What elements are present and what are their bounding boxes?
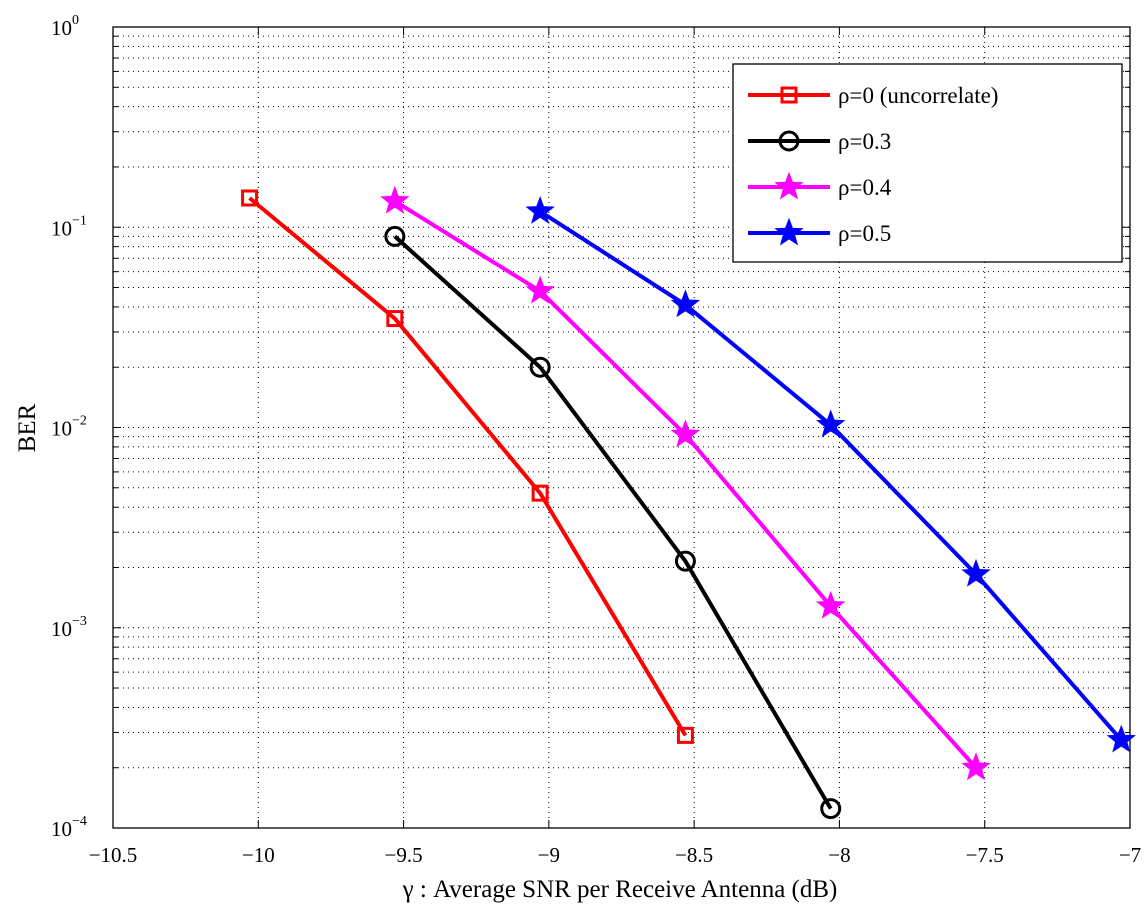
- legend-label: ρ=0.3: [838, 129, 891, 154]
- tick-labels: −10.5 −10 −9.5 −9 −8.5 −8 −7.5 −7 100 10−1 10−2 10−…: [51, 13, 1141, 867]
- legend: ρ=0 (uncorrelate) ρ=0.3 ρ=0.4 ρ=0.5: [732, 63, 1123, 263]
- y-tick-label: 100: [51, 13, 79, 40]
- x-tick-label: −8: [828, 843, 850, 867]
- series-3: [380, 185, 991, 781]
- series-1: [241, 189, 694, 744]
- data-point-marker: [241, 189, 259, 207]
- data-point-marker: [1106, 724, 1136, 753]
- legend-marker: [780, 86, 798, 104]
- legend-label: ρ=0.5: [838, 221, 891, 246]
- series-group: [241, 185, 1136, 820]
- legend-item: ρ=0 (uncorrelate): [748, 83, 998, 108]
- x-tick-label: −9: [538, 843, 560, 867]
- legend-marker: [774, 217, 804, 246]
- legend-label: ρ=0 (uncorrelate): [838, 83, 998, 108]
- data-point-marker: [380, 185, 410, 214]
- x-tick-label: −9.5: [385, 843, 423, 867]
- x-tick-label: −8.5: [675, 843, 713, 867]
- data-point-marker: [816, 409, 846, 438]
- data-point-marker: [674, 550, 696, 572]
- data-point-marker: [384, 225, 406, 247]
- y-tick-label: 10−1: [51, 213, 87, 240]
- data-point-marker: [531, 484, 549, 502]
- axes-frame: [112, 26, 1131, 829]
- data-point-marker: [816, 590, 846, 619]
- legend-label: ρ=0.4: [838, 175, 892, 200]
- y-axis-label: BER: [14, 403, 41, 452]
- legend-marker: [778, 130, 800, 152]
- legend-item: ρ=0.5: [748, 217, 891, 246]
- y-tick-label: 10−3: [51, 614, 87, 641]
- series-2: [384, 225, 842, 820]
- x-tick-label: −7.5: [966, 843, 1004, 867]
- data-point-marker: [670, 419, 701, 448]
- data-point-marker: [961, 752, 991, 781]
- legend-item: ρ=0.4: [748, 171, 892, 200]
- data-point-marker: [676, 726, 694, 744]
- legend-marker: [774, 171, 804, 200]
- grid: [113, 27, 1130, 828]
- y-tick-label: 10−2: [51, 414, 87, 441]
- data-point-marker: [525, 275, 555, 304]
- x-tick-label: −10: [242, 843, 275, 867]
- data-point-marker: [820, 798, 842, 820]
- data-point-marker: [386, 310, 404, 328]
- data-point-marker: [529, 356, 551, 378]
- x-tick-label: −10.5: [89, 843, 138, 867]
- series-line: [393, 234, 833, 810]
- data-point-marker: [961, 558, 991, 587]
- series-line: [248, 196, 688, 737]
- series-4: [525, 195, 1136, 753]
- x-axis-label: γ : Average SNR per Receive Antenna (dB): [402, 876, 838, 903]
- data-point-marker: [670, 289, 701, 318]
- y-tick-label: 10−4: [51, 814, 87, 841]
- x-tick-label: −7: [1119, 843, 1141, 867]
- legend-item: ρ=0.3: [748, 129, 891, 154]
- plot-area-border: [112, 26, 1131, 829]
- data-point-marker: [525, 195, 555, 224]
